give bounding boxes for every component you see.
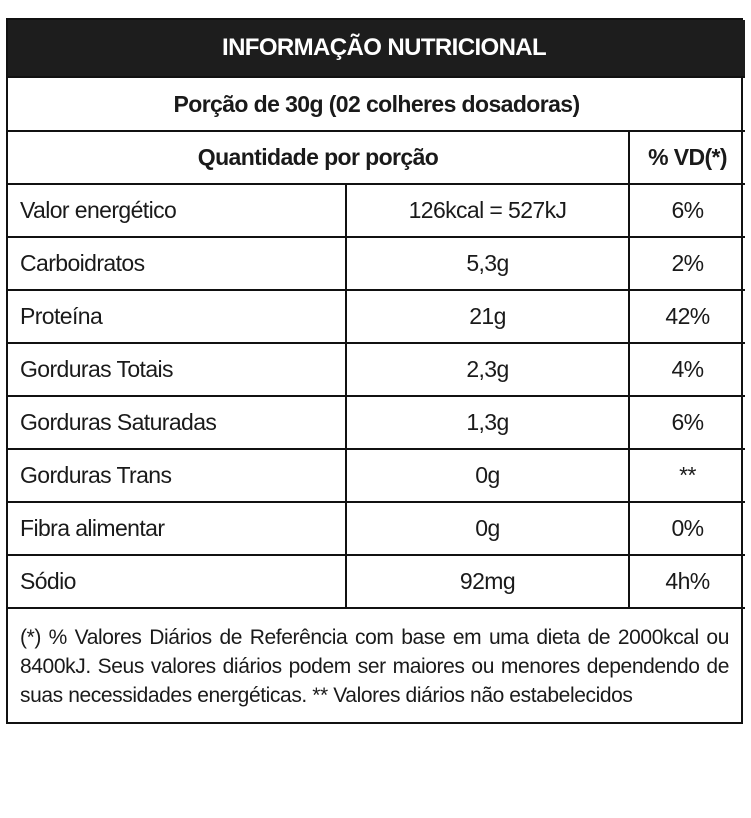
nutrient-row: Proteína 21g 42% bbox=[8, 289, 746, 344]
nutrient-row: Gorduras Trans 0g ** bbox=[8, 448, 746, 503]
column-header: Quantidade por porção bbox=[8, 130, 630, 185]
portion: Porção de 30g (02 colheres dosadoras) bbox=[8, 76, 746, 132]
footnote: (*) % Valores Diários de Referência com … bbox=[20, 626, 729, 707]
nutrient-name: Gorduras Saturadas bbox=[8, 395, 347, 450]
daily-value: 6% bbox=[627, 183, 746, 238]
daily-value: 4h% bbox=[627, 554, 746, 609]
amount: 92mg bbox=[345, 554, 630, 609]
column-header-row: Quantidade por porção % VD(*) bbox=[8, 130, 746, 185]
amount: 0g bbox=[345, 448, 630, 503]
daily-value: 6% bbox=[627, 395, 746, 450]
nutrient-name: Fibra alimentar bbox=[8, 501, 347, 556]
amount: 126kcal = 527kJ bbox=[345, 183, 630, 238]
nutrient-name: Sódio bbox=[8, 554, 347, 609]
nutrition-panel: INFORMAÇÃO NUTRICIONAL Porção de 30g (02… bbox=[6, 18, 746, 724]
title-row: INFORMAÇÃO NUTRICIONAL bbox=[8, 20, 746, 78]
daily-value: 0% bbox=[627, 501, 746, 556]
nutrition-table: INFORMAÇÃO NUTRICIONAL Porção de 30g (02… bbox=[8, 20, 746, 609]
column-header: % VD(*) bbox=[627, 130, 746, 185]
amount: 1,3g bbox=[345, 395, 630, 450]
table-body: INFORMAÇÃO NUTRICIONAL Porção de 30g (02… bbox=[8, 20, 746, 609]
nutrient-name: Gorduras Totais bbox=[8, 342, 347, 397]
nutrient-name: Carboidratos bbox=[8, 236, 347, 291]
daily-value: ** bbox=[627, 448, 746, 503]
daily-value: 42% bbox=[627, 289, 746, 344]
nutrient-row: Gorduras Totais 2,3g 4% bbox=[8, 342, 746, 397]
amount: 0g bbox=[345, 501, 630, 556]
amount: 21g bbox=[345, 289, 630, 344]
nutrient-row: Carboidratos 5,3g 2% bbox=[8, 236, 746, 291]
nutrient-name: Valor energético bbox=[8, 183, 347, 238]
amount: 2,3g bbox=[345, 342, 630, 397]
daily-value: 2% bbox=[627, 236, 746, 291]
daily-value: 4% bbox=[627, 342, 746, 397]
amount: 5,3g bbox=[345, 236, 630, 291]
nutrient-row: Gorduras Saturadas 1,3g 6% bbox=[8, 395, 746, 450]
nutrient-name: Gorduras Trans bbox=[8, 448, 347, 503]
nutrient-row: Valor energético 126kcal = 527kJ 6% bbox=[8, 183, 746, 238]
nutrient-row: Fibra alimentar 0g 0% bbox=[8, 501, 746, 556]
portion-row: Porção de 30g (02 colheres dosadoras) bbox=[8, 76, 746, 132]
nutrient-row: Sódio 92mg 4h% bbox=[8, 554, 746, 609]
nutrient-name: Proteína bbox=[8, 289, 347, 344]
title: INFORMAÇÃO NUTRICIONAL bbox=[8, 20, 746, 78]
